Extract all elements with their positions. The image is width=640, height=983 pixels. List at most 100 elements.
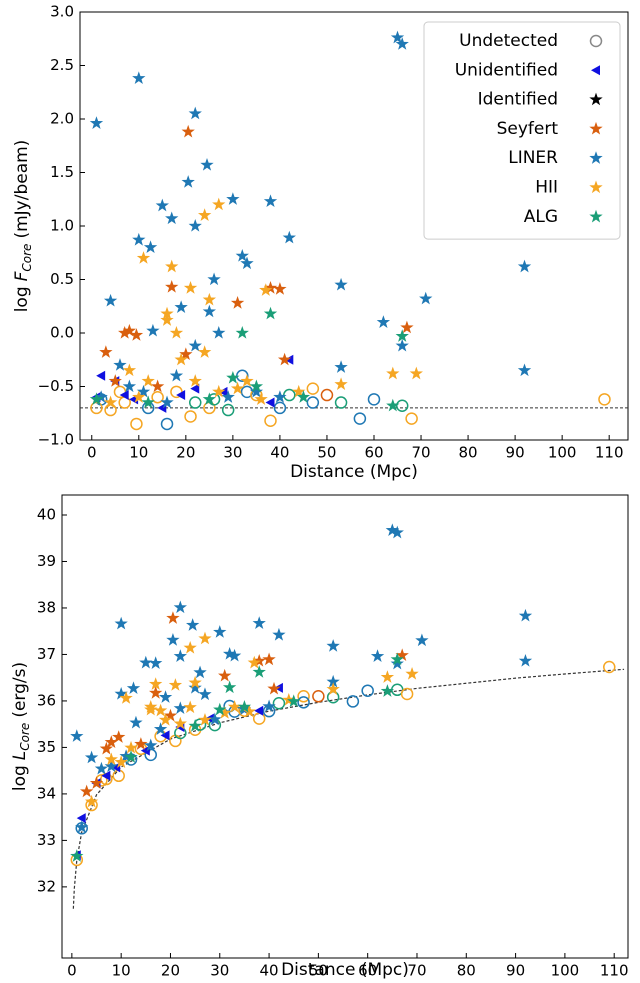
legend-label: Undetected — [459, 31, 558, 51]
point-star — [227, 699, 242, 713]
point-star — [409, 366, 423, 380]
point-star — [118, 326, 132, 339]
point-circle — [151, 390, 164, 404]
y-label-variable: L — [10, 751, 30, 760]
legend-label: ALG — [524, 207, 558, 227]
y-tick-label: 3.0 — [50, 3, 74, 21]
point-star — [395, 37, 409, 50]
point-star — [334, 277, 348, 291]
point-star — [390, 525, 404, 539]
point-star — [188, 719, 202, 732]
point-star — [160, 306, 174, 320]
point-star — [202, 292, 217, 306]
point-star — [262, 652, 276, 666]
point-circle — [90, 401, 103, 415]
subplot: 0 10 20 30 40 50 60 70 80 90 100 110 −1.0 −0.5 0.0 0.5 1… — [12, 3, 629, 482]
point-star — [173, 701, 187, 715]
y-tick-label: 34 — [37, 784, 56, 802]
point-star — [376, 315, 391, 328]
y-tick-label: 36 — [37, 691, 56, 709]
point-star — [113, 358, 127, 371]
y-tick-label: 0.5 — [50, 270, 74, 288]
point-star — [183, 700, 197, 714]
point-triangle — [265, 397, 275, 408]
point-star — [169, 368, 184, 382]
point-star — [136, 384, 151, 398]
point-star — [386, 398, 400, 412]
point-star — [146, 323, 160, 337]
point-star — [212, 384, 226, 398]
point-star — [181, 124, 195, 138]
point-star — [208, 712, 222, 726]
point-star — [230, 381, 245, 395]
legend-marker — [589, 180, 603, 194]
point-star — [129, 328, 144, 341]
point-star — [169, 326, 184, 339]
point-star — [292, 384, 306, 398]
point-star — [517, 363, 532, 377]
x-tick-label: 50 — [317, 444, 336, 462]
y-axis-label: log LCore (erg/s) — [10, 662, 32, 791]
x-tick-label: 60 — [358, 962, 377, 980]
point-star — [174, 352, 188, 366]
point-star — [517, 259, 532, 273]
point-star — [390, 656, 404, 670]
point-star — [213, 702, 227, 716]
point-star — [226, 192, 240, 205]
point-star — [390, 652, 404, 666]
point-star — [99, 345, 113, 358]
point-circle — [395, 399, 409, 413]
point-star — [153, 722, 168, 735]
point-star — [122, 379, 137, 393]
point-circle — [306, 382, 320, 395]
point-circle — [400, 687, 414, 701]
point-triangle — [160, 730, 170, 741]
point-star — [124, 750, 138, 763]
point-star — [122, 323, 137, 337]
y-tick-label: 38 — [37, 598, 56, 616]
x-tick-label: 50 — [309, 962, 328, 980]
y-label-subscript: Core — [18, 723, 32, 751]
x-tick-label: 60 — [364, 444, 383, 462]
x-tick-label: 10 — [129, 444, 148, 462]
point-star — [202, 392, 217, 405]
x-tick-label: 80 — [457, 962, 476, 980]
x-tick-label: 80 — [459, 444, 478, 462]
point-star — [165, 279, 179, 293]
point-star — [263, 194, 278, 208]
point-star — [158, 712, 173, 726]
point-triangle — [76, 813, 86, 824]
point-star — [273, 282, 287, 295]
point-star — [139, 655, 153, 669]
point-star — [226, 370, 240, 384]
y-tick-label: 1.0 — [50, 217, 74, 235]
point-circle — [346, 695, 360, 708]
point-star — [188, 106, 202, 120]
point-star — [104, 735, 118, 748]
x-tick-label: 40 — [270, 444, 289, 462]
point-star — [165, 259, 179, 273]
point-star — [267, 681, 281, 695]
point-star — [158, 690, 173, 703]
point-triangle — [190, 383, 200, 394]
point-star — [149, 677, 163, 690]
point-star — [153, 703, 168, 717]
point-triangle — [284, 354, 294, 365]
point-circle — [273, 401, 287, 415]
point-star — [518, 608, 533, 622]
point-star — [186, 618, 200, 631]
point-circle — [297, 690, 310, 703]
point-star — [252, 665, 266, 678]
y-tick-label: 37 — [37, 645, 56, 663]
point-star — [282, 230, 296, 244]
point-star — [179, 347, 193, 361]
point-star — [213, 625, 227, 638]
y-label-suffix: (erg/s) — [10, 662, 30, 718]
point-star — [168, 678, 183, 691]
point-star — [183, 281, 198, 294]
x-tick-label: 110 — [600, 962, 629, 980]
x-tick-label: 20 — [176, 444, 195, 462]
point-star — [166, 611, 180, 624]
point-star — [70, 849, 84, 862]
